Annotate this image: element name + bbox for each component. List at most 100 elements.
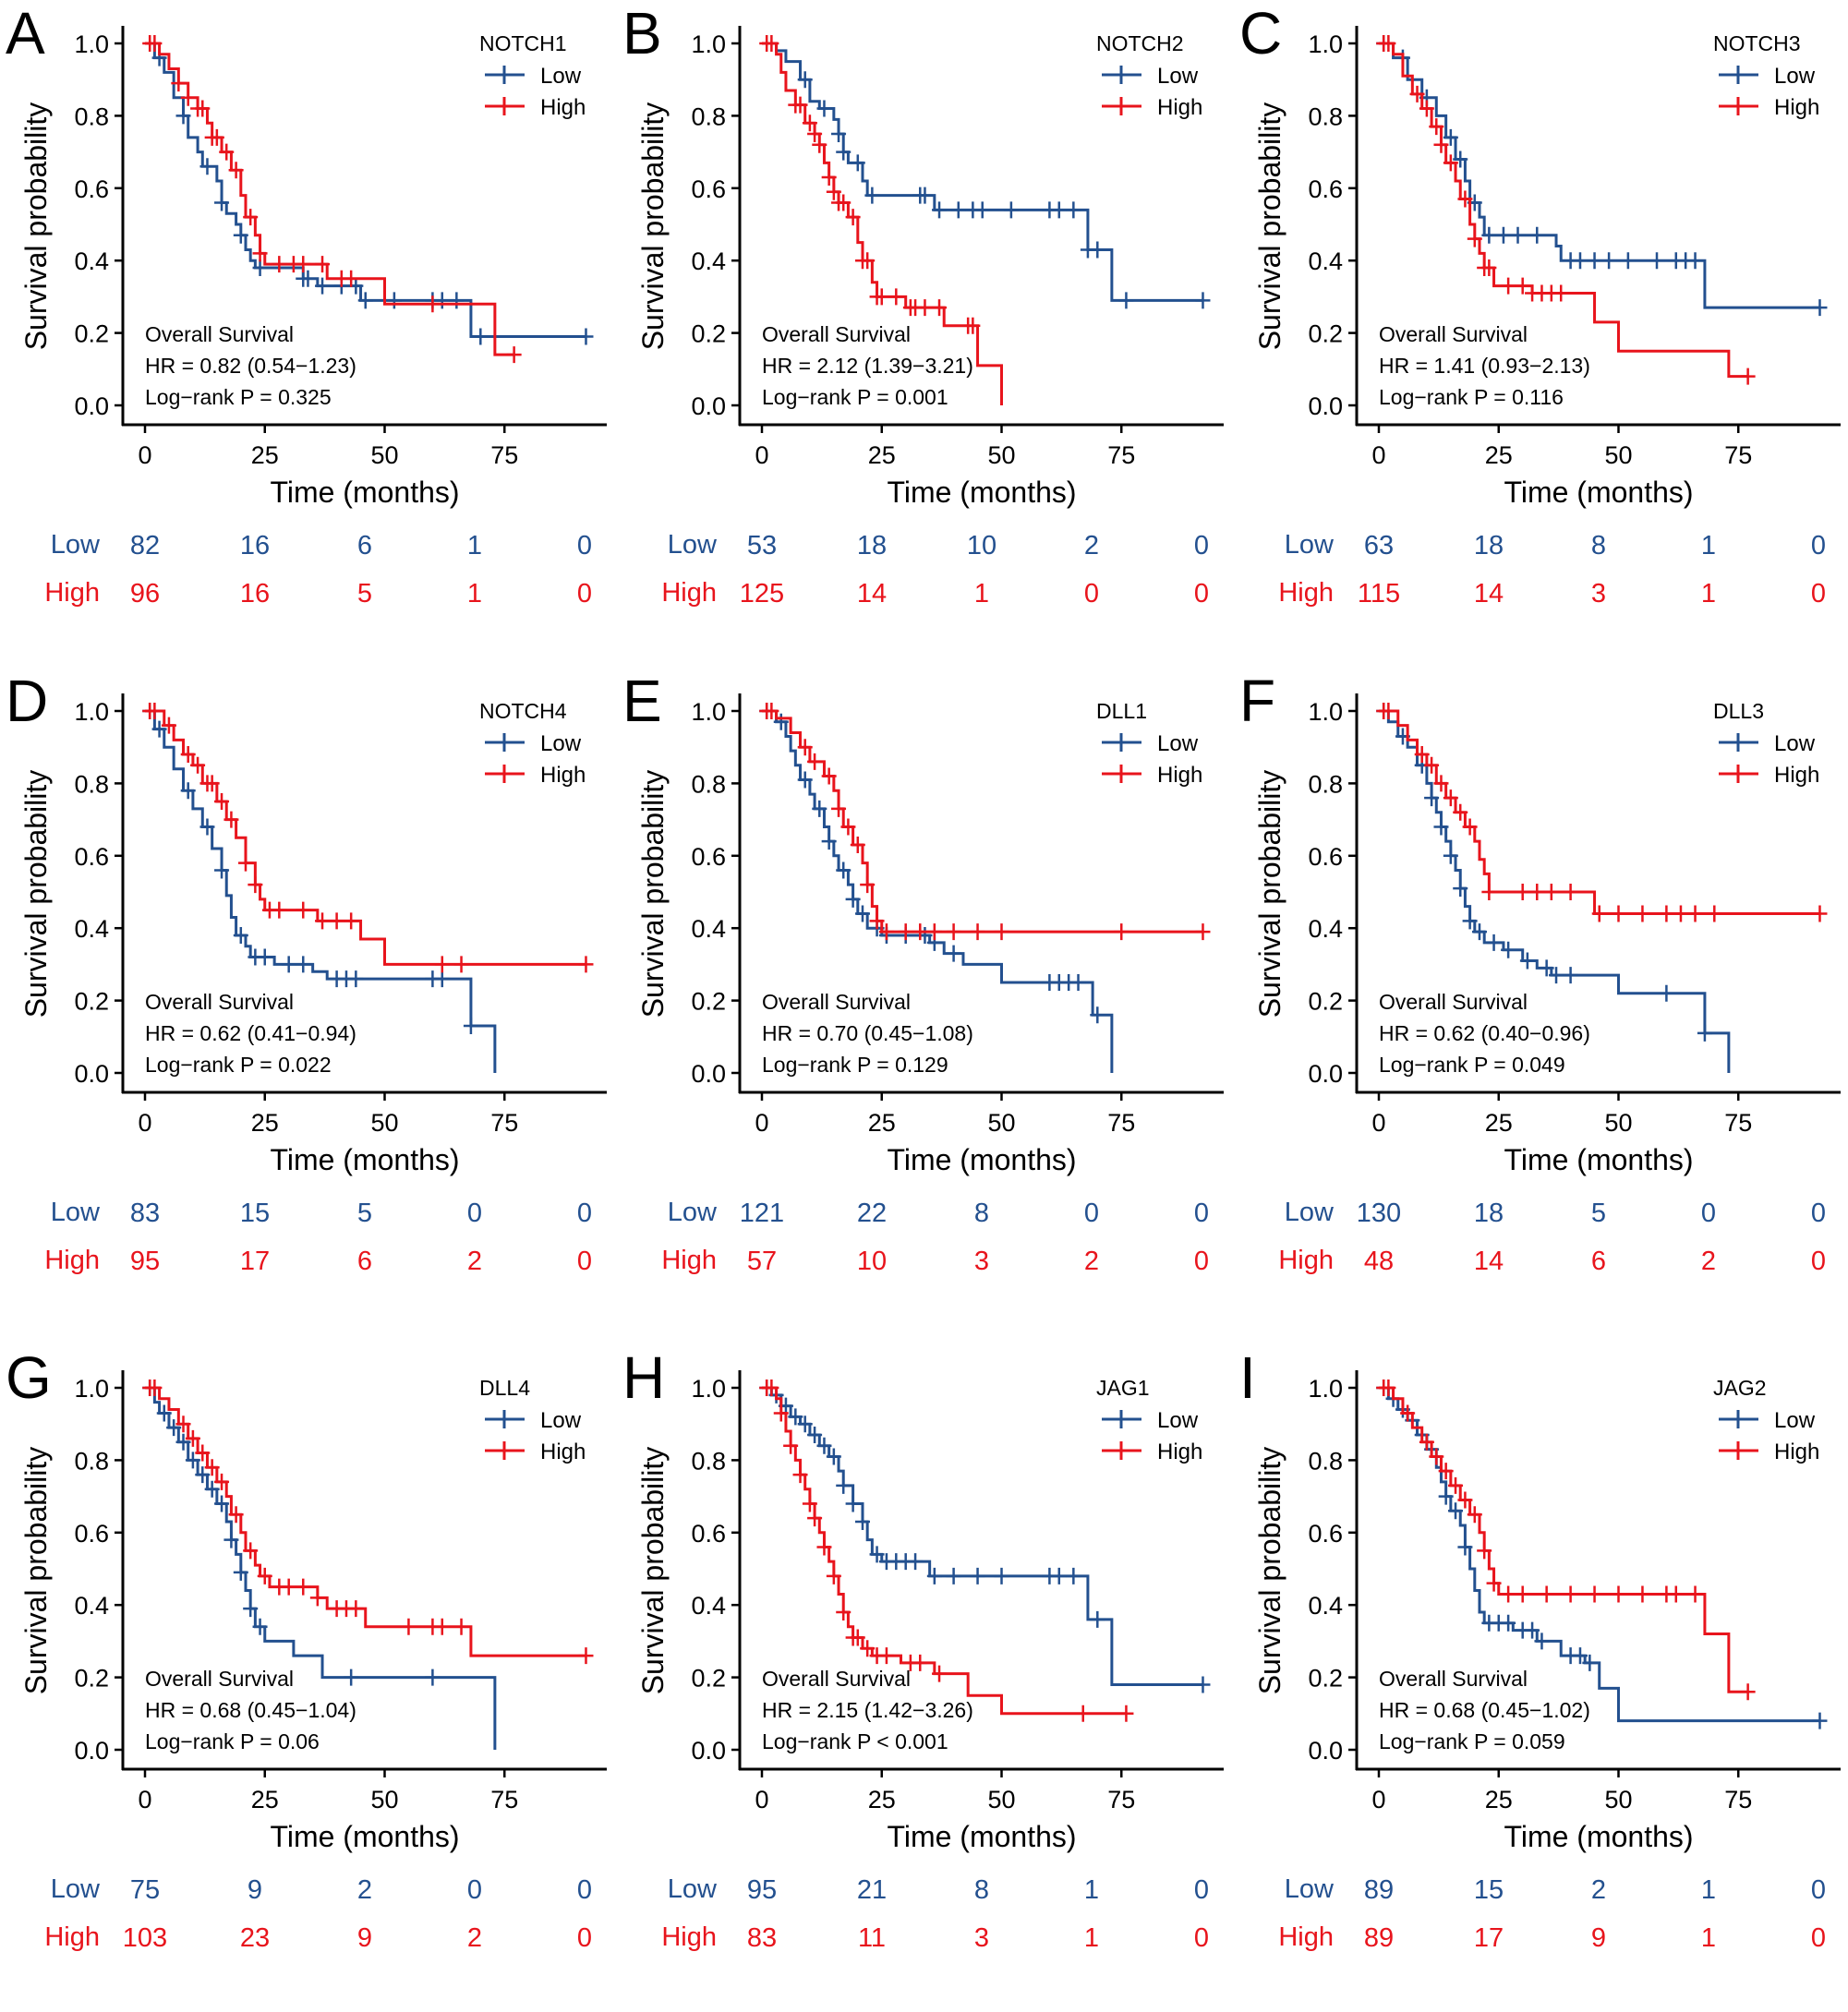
stat-annotation: HR = 0.82 (0.54−1.23): [145, 354, 356, 378]
risk-table-count: 5: [1591, 1199, 1606, 1228]
stat-annotation: Log−rank P = 0.049: [1379, 1053, 1565, 1077]
risk-table-count: 0: [577, 1247, 592, 1276]
panel-letter: H: [622, 1344, 665, 1411]
y-tick-label: 0.0: [1308, 392, 1343, 420]
censor-mark-low: [344, 1669, 359, 1686]
legend-label-high: High: [540, 763, 586, 788]
censor-mark-high: [1611, 1585, 1626, 1603]
y-tick-label: 0.2: [74, 988, 109, 1016]
legend-title: NOTCH2: [1096, 31, 1184, 55]
y-tick-label: 0.6: [1308, 843, 1343, 871]
y-tick-label: 0.8: [1308, 770, 1343, 798]
y-axis-title: Survival probability: [636, 102, 670, 351]
x-tick-label: 25: [1485, 441, 1513, 469]
panel-letter: B: [622, 0, 662, 66]
legend-key-high: [485, 97, 525, 115]
censor-mark-low: [1443, 847, 1458, 864]
survival-curve-high: [762, 709, 1203, 934]
censor-mark-low: [773, 713, 789, 730]
censor-mark-high: [453, 1618, 469, 1635]
censor-mark-low: [1501, 1614, 1516, 1632]
y-tick-label: 0.6: [74, 843, 109, 871]
censor-mark-high: [1462, 818, 1478, 836]
legend-label-low: Low: [1157, 731, 1199, 756]
censor-mark-low: [348, 970, 364, 988]
panel-letter: E: [622, 668, 662, 734]
risk-table-count: 21: [857, 1875, 887, 1905]
censor-mark-low: [836, 143, 852, 161]
risk-table-count: 2: [1591, 1875, 1606, 1905]
y-tick-label: 0.4: [74, 915, 109, 943]
risk-table-count: 9: [357, 1923, 372, 1953]
censor-mark-high: [836, 194, 852, 211]
risk-table-count: 23: [240, 1923, 270, 1953]
y-tick-label: 0.2: [691, 988, 726, 1016]
risk-table-group-label: Low: [668, 530, 718, 560]
censor-mark-low: [850, 154, 865, 172]
x-tick-label: 25: [868, 441, 896, 469]
censor-mark-low: [1471, 923, 1487, 941]
censor-mark-high: [1563, 1585, 1578, 1603]
legend-key-low: [1719, 66, 1758, 84]
risk-table-count: 11: [858, 1923, 886, 1953]
censor-mark-low: [1424, 789, 1440, 807]
stat-annotation: HR = 0.62 (0.41−0.94): [145, 1021, 356, 1045]
risk-table-count: 2: [1701, 1247, 1716, 1276]
censor-mark-low: [1495, 226, 1511, 244]
risk-table-count: 57: [747, 1247, 777, 1276]
legend-label-low: Low: [1157, 64, 1199, 89]
censor-mark-low: [296, 956, 311, 973]
risk-table-group-label: Low: [51, 1198, 101, 1227]
y-tick-label: 0.2: [691, 1665, 726, 1693]
censor-mark-high: [161, 717, 176, 734]
risk-table-count: 0: [1194, 1875, 1209, 1905]
censor-mark-low: [185, 1452, 200, 1469]
legend-key-high: [1102, 1441, 1141, 1460]
y-tick-label: 0.0: [74, 1060, 109, 1088]
risk-table-group-label: High: [1278, 1246, 1334, 1275]
censor-mark-low: [821, 833, 837, 850]
km-panel-d: D 0.0 0.2 0.4 0.6 0.8 1.0 0 25 50 75 Time (months) S…: [0, 668, 617, 1335]
risk-table-count: 0: [577, 1875, 592, 1905]
risk-table-count: 89: [1364, 1923, 1394, 1953]
risk-table-count: 9: [248, 1875, 262, 1905]
risk-table-count: 0: [1194, 579, 1209, 608]
y-tick-label: 0.0: [691, 1737, 726, 1765]
x-tick-label: 75: [1724, 1109, 1752, 1137]
censor-mark-high: [831, 800, 847, 817]
censor-mark-low: [1070, 974, 1086, 991]
y-axis-title: Survival probability: [19, 770, 53, 1018]
censor-mark-high: [147, 35, 163, 52]
censor-mark-low: [473, 328, 489, 345]
censor-mark-low: [1510, 226, 1526, 244]
survival-curve-low: [1379, 1386, 1820, 1723]
censor-mark-low: [214, 1495, 230, 1512]
risk-table-count: 0: [1811, 1875, 1826, 1905]
risk-table-count: 8: [974, 1199, 989, 1228]
km-panel-e: E 0.0 0.2 0.4 0.6 0.8 1.0 0 25 50 75 Time (months) S…: [617, 668, 1234, 1335]
y-axis-title: Survival probability: [636, 770, 670, 1018]
risk-table-count: 18: [1474, 1199, 1504, 1228]
x-tick-label: 25: [868, 1109, 896, 1137]
legend-title: NOTCH1: [479, 31, 567, 55]
censor-mark-low: [195, 1466, 211, 1484]
legend-key-low: [1102, 66, 1141, 84]
censor-mark-high: [1419, 1433, 1434, 1451]
x-tick-label: 75: [1107, 1786, 1135, 1813]
censor-mark-high: [1195, 923, 1211, 941]
censor-mark-low: [1090, 241, 1105, 259]
stat-annotation: Overall Survival: [762, 322, 911, 346]
censor-mark-low: [1529, 226, 1545, 244]
censor-mark-high: [1529, 884, 1545, 900]
censor-mark-high: [296, 901, 311, 919]
censor-mark-low: [252, 1618, 268, 1635]
censor-mark-high: [1381, 1379, 1396, 1396]
risk-table-count: 0: [577, 531, 592, 560]
stat-annotation: Overall Survival: [1379, 1667, 1528, 1691]
censor-mark-high: [1591, 905, 1607, 922]
censor-mark-high: [812, 136, 827, 153]
censor-mark-low: [434, 292, 450, 309]
censor-mark-high: [1486, 1574, 1502, 1592]
censor-mark-low: [970, 1567, 985, 1584]
